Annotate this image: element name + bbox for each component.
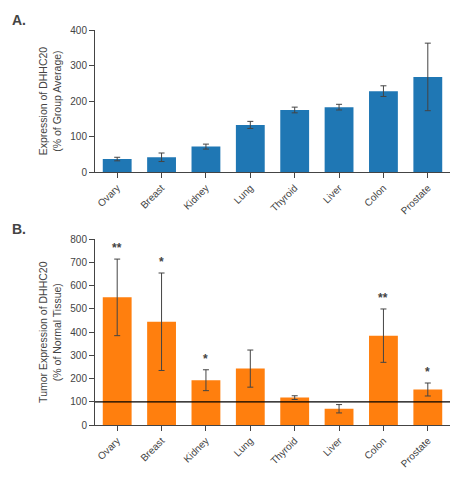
svg-text:Prostate: Prostate — [399, 182, 433, 216]
svg-text:200: 200 — [70, 96, 87, 107]
svg-text:*: * — [159, 255, 164, 269]
svg-text:Prostate: Prostate — [399, 435, 433, 469]
svg-text:Expression of DHHC20(% of Grou: Expression of DHHC20(% of Group Average) — [37, 47, 63, 156]
svg-text:Colon: Colon — [362, 182, 388, 208]
svg-text:100: 100 — [70, 131, 87, 142]
svg-text:400: 400 — [70, 25, 87, 36]
svg-text:300: 300 — [70, 60, 87, 71]
svg-text:100: 100 — [70, 396, 87, 407]
svg-text:Colon: Colon — [362, 435, 388, 461]
svg-text:Breast: Breast — [138, 182, 166, 210]
svg-text:300: 300 — [70, 350, 87, 361]
svg-text:Kidney: Kidney — [181, 435, 210, 464]
svg-text:**: ** — [378, 291, 388, 305]
svg-text:Thyroid: Thyroid — [268, 435, 299, 466]
svg-text:Lung: Lung — [232, 435, 256, 459]
svg-text:800: 800 — [70, 234, 87, 245]
svg-text:Thyroid: Thyroid — [268, 182, 299, 213]
svg-text:A.: A. — [12, 12, 26, 28]
svg-text:Ovary: Ovary — [96, 182, 123, 209]
svg-text:0: 0 — [81, 420, 87, 431]
svg-text:400: 400 — [70, 327, 87, 338]
svg-text:Kidney: Kidney — [181, 182, 210, 211]
svg-text:Liver: Liver — [321, 435, 345, 459]
svg-text:**: ** — [112, 241, 122, 255]
svg-text:Liver: Liver — [321, 182, 345, 206]
svg-text:Ovary: Ovary — [96, 435, 123, 462]
svg-text:*: * — [425, 365, 430, 379]
svg-text:*: * — [203, 352, 208, 366]
svg-text:Tumor Expression of DHHC20(% o: Tumor Expression of DHHC20(% of Normal T… — [37, 261, 63, 403]
svg-text:B.: B. — [12, 221, 26, 237]
svg-text:500: 500 — [70, 303, 87, 314]
svg-text:600: 600 — [70, 280, 87, 291]
svg-text:0: 0 — [81, 167, 87, 178]
svg-text:200: 200 — [70, 373, 87, 384]
svg-text:Lung: Lung — [232, 182, 256, 206]
svg-text:700: 700 — [70, 257, 87, 268]
svg-text:Breast: Breast — [138, 435, 166, 463]
